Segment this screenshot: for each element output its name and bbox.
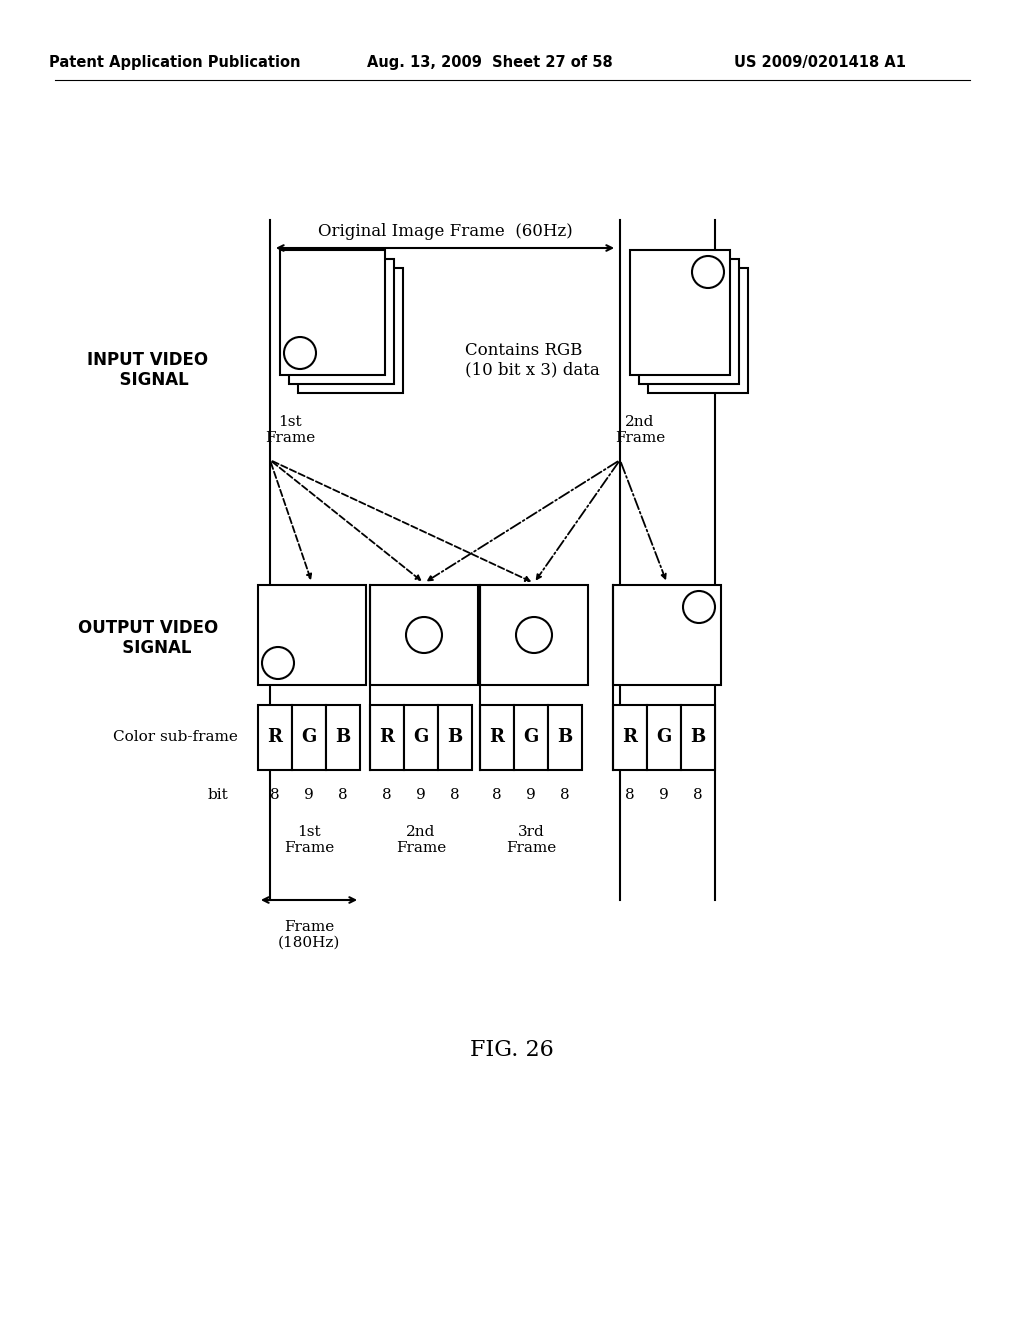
Circle shape bbox=[683, 591, 715, 623]
Bar bbox=[280, 249, 385, 375]
Text: Patent Application Publication: Patent Application Publication bbox=[49, 54, 301, 70]
Text: G: G bbox=[414, 729, 429, 746]
Text: 3rd
Frame: 3rd Frame bbox=[506, 825, 556, 855]
Circle shape bbox=[284, 337, 316, 370]
Text: 8: 8 bbox=[626, 788, 635, 803]
Bar bbox=[681, 705, 715, 770]
Bar bbox=[298, 268, 403, 393]
Bar bbox=[480, 705, 514, 770]
Bar bbox=[370, 585, 478, 685]
Text: B: B bbox=[336, 729, 350, 746]
Bar bbox=[639, 259, 739, 384]
Text: 8: 8 bbox=[493, 788, 502, 803]
Text: 8: 8 bbox=[560, 788, 569, 803]
Text: 8: 8 bbox=[338, 788, 348, 803]
Bar bbox=[326, 705, 360, 770]
Bar bbox=[258, 585, 366, 685]
Text: 2nd
Frame: 2nd Frame bbox=[396, 825, 446, 855]
Text: FIG. 26: FIG. 26 bbox=[470, 1039, 554, 1061]
Text: Frame
(180Hz): Frame (180Hz) bbox=[278, 920, 340, 950]
Text: R: R bbox=[267, 729, 283, 746]
Text: 1st
Frame: 1st Frame bbox=[265, 414, 315, 445]
Text: Color sub-frame: Color sub-frame bbox=[113, 730, 238, 744]
Text: INPUT VIDEO
  SIGNAL: INPUT VIDEO SIGNAL bbox=[87, 351, 209, 389]
Text: 8: 8 bbox=[451, 788, 460, 803]
Text: 9: 9 bbox=[659, 788, 669, 803]
Bar bbox=[438, 705, 472, 770]
Text: 8: 8 bbox=[270, 788, 280, 803]
Text: OUTPUT VIDEO
   SIGNAL: OUTPUT VIDEO SIGNAL bbox=[78, 619, 218, 657]
Text: G: G bbox=[656, 729, 672, 746]
Text: Original Image Frame  (60Hz): Original Image Frame (60Hz) bbox=[317, 223, 572, 240]
Text: 2nd
Frame: 2nd Frame bbox=[614, 414, 666, 445]
Text: 8: 8 bbox=[382, 788, 392, 803]
Bar bbox=[370, 705, 404, 770]
Text: B: B bbox=[690, 729, 706, 746]
Text: bit: bit bbox=[207, 788, 228, 803]
Text: B: B bbox=[557, 729, 572, 746]
Text: G: G bbox=[301, 729, 316, 746]
Bar bbox=[404, 705, 438, 770]
Text: G: G bbox=[523, 729, 539, 746]
Bar bbox=[613, 585, 721, 685]
Bar bbox=[258, 705, 292, 770]
Text: 9: 9 bbox=[416, 788, 426, 803]
Bar bbox=[630, 249, 730, 375]
Bar bbox=[647, 705, 681, 770]
Text: R: R bbox=[489, 729, 505, 746]
Text: R: R bbox=[380, 729, 394, 746]
Bar bbox=[514, 705, 548, 770]
Bar bbox=[292, 705, 326, 770]
Text: B: B bbox=[447, 729, 463, 746]
Bar bbox=[548, 705, 582, 770]
Text: R: R bbox=[623, 729, 638, 746]
Text: 8: 8 bbox=[693, 788, 702, 803]
Text: US 2009/0201418 A1: US 2009/0201418 A1 bbox=[734, 54, 906, 70]
Text: Contains RGB
(10 bit x 3) data: Contains RGB (10 bit x 3) data bbox=[465, 342, 600, 379]
Bar bbox=[648, 268, 748, 393]
Circle shape bbox=[692, 256, 724, 288]
Circle shape bbox=[406, 616, 442, 653]
Text: 9: 9 bbox=[304, 788, 314, 803]
Bar bbox=[289, 259, 394, 384]
Text: 1st
Frame: 1st Frame bbox=[284, 825, 334, 855]
Bar bbox=[613, 705, 647, 770]
Text: Aug. 13, 2009  Sheet 27 of 58: Aug. 13, 2009 Sheet 27 of 58 bbox=[368, 54, 613, 70]
Circle shape bbox=[516, 616, 552, 653]
Circle shape bbox=[262, 647, 294, 678]
Text: 9: 9 bbox=[526, 788, 536, 803]
Bar bbox=[480, 585, 588, 685]
